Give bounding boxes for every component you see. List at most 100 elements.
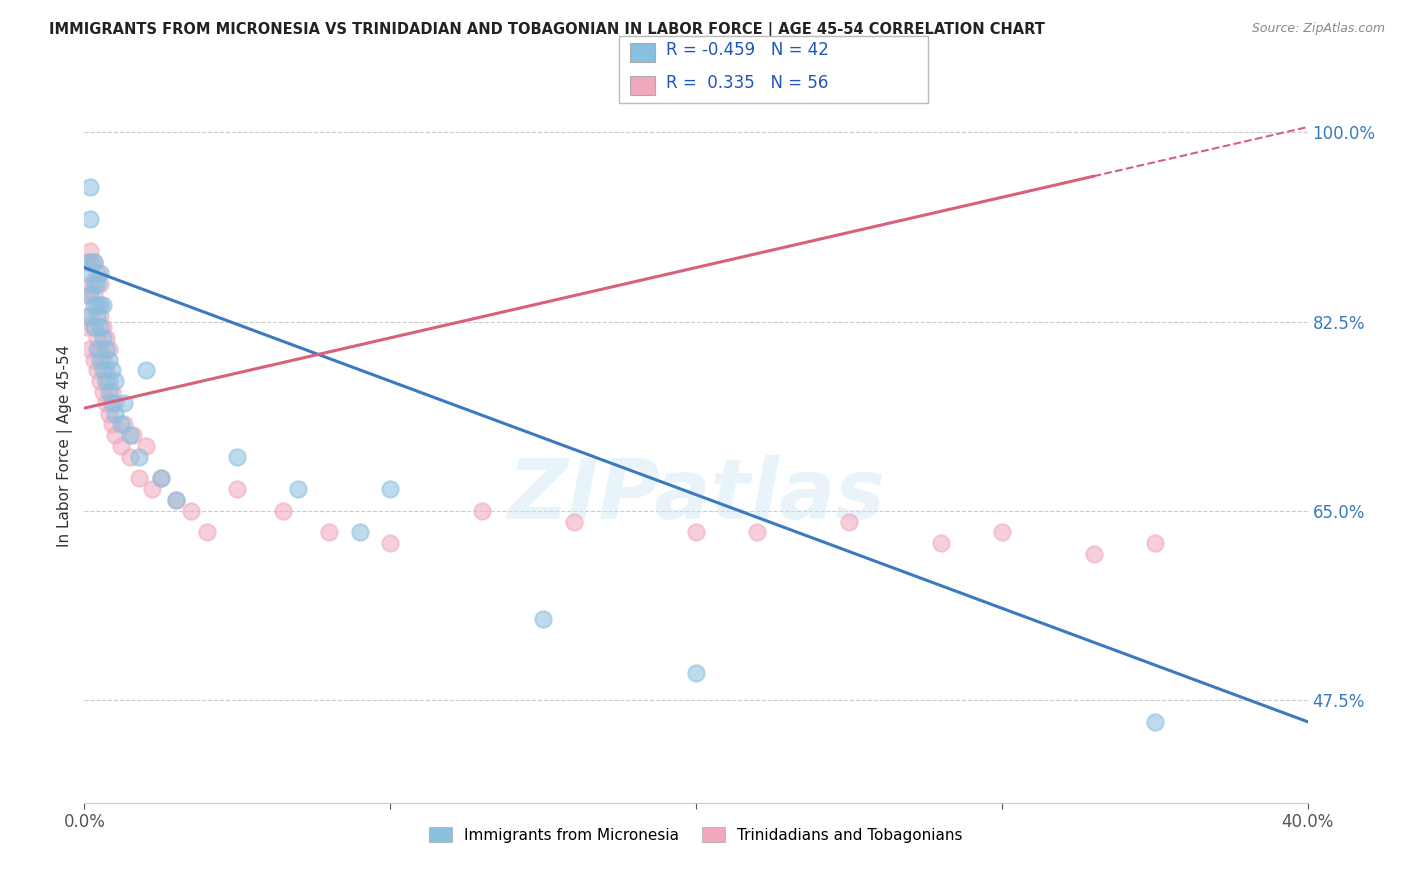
Point	[104, 428, 127, 442]
Point	[76, 287, 98, 301]
Point	[838, 515, 860, 529]
Point	[471, 504, 494, 518]
Text: Source: ZipAtlas.com: Source: ZipAtlas.com	[1251, 22, 1385, 36]
Point	[120, 428, 142, 442]
Point	[195, 525, 218, 540]
Point	[318, 525, 340, 540]
Point	[685, 666, 707, 681]
Point	[287, 482, 309, 496]
Point	[86, 342, 108, 356]
Point	[89, 374, 111, 388]
Point	[89, 310, 111, 324]
Point	[91, 363, 114, 377]
Text: R = -0.459   N = 42: R = -0.459 N = 42	[666, 41, 830, 59]
Point	[562, 515, 585, 529]
Point	[79, 255, 101, 269]
Point	[83, 320, 105, 334]
Point	[91, 331, 114, 345]
Point	[135, 439, 157, 453]
Point	[349, 525, 371, 540]
Point	[122, 428, 145, 442]
Point	[101, 384, 124, 399]
Point	[79, 342, 101, 356]
Point	[165, 493, 187, 508]
Point	[89, 277, 111, 291]
Point	[91, 352, 114, 367]
Point	[89, 266, 111, 280]
Legend: Immigrants from Micronesia, Trinidadians and Tobagonians: Immigrants from Micronesia, Trinidadians…	[423, 821, 969, 848]
Point	[97, 342, 120, 356]
Point	[685, 525, 707, 540]
Point	[101, 363, 124, 377]
Point	[76, 266, 98, 280]
Point	[380, 482, 402, 496]
Point	[135, 363, 157, 377]
Point	[91, 320, 114, 334]
Point	[97, 352, 120, 367]
Point	[86, 266, 108, 280]
Point	[112, 396, 135, 410]
Point	[79, 277, 101, 291]
Point	[83, 255, 105, 269]
Point	[79, 310, 101, 324]
Point	[89, 352, 111, 367]
Point	[94, 331, 117, 345]
Point	[83, 255, 105, 269]
Point	[97, 384, 120, 399]
Point	[76, 255, 98, 269]
Point	[91, 384, 114, 399]
Point	[79, 179, 101, 194]
Point	[226, 450, 249, 464]
Y-axis label: In Labor Force | Age 45-54: In Labor Force | Age 45-54	[58, 345, 73, 547]
Point	[89, 298, 111, 312]
Point	[79, 211, 101, 226]
Point	[226, 482, 249, 496]
Point	[94, 363, 117, 377]
Point	[86, 331, 108, 345]
Point	[128, 471, 150, 485]
Point	[110, 417, 132, 432]
Point	[86, 363, 108, 377]
Point	[1143, 714, 1166, 729]
Point	[531, 612, 554, 626]
Point	[101, 396, 124, 410]
Point	[91, 298, 114, 312]
Point	[86, 310, 108, 324]
Point	[104, 374, 127, 388]
Point	[149, 471, 172, 485]
Point	[94, 396, 117, 410]
Point	[929, 536, 952, 550]
Point	[271, 504, 294, 518]
Text: R =  0.335   N = 56: R = 0.335 N = 56	[666, 74, 828, 92]
Point	[180, 504, 202, 518]
Point	[86, 298, 108, 312]
Point	[104, 407, 127, 421]
Point	[86, 277, 108, 291]
Point	[97, 374, 120, 388]
Point	[747, 525, 769, 540]
Point	[380, 536, 402, 550]
Point	[149, 471, 172, 485]
Point	[141, 482, 163, 496]
Point	[991, 525, 1014, 540]
Text: ZIPatlas: ZIPatlas	[508, 456, 884, 536]
Point	[83, 298, 105, 312]
Point	[94, 374, 117, 388]
Point	[165, 493, 187, 508]
Point	[97, 407, 120, 421]
Point	[110, 439, 132, 453]
Text: IMMIGRANTS FROM MICRONESIA VS TRINIDADIAN AND TOBAGONIAN IN LABOR FORCE | AGE 45: IMMIGRANTS FROM MICRONESIA VS TRINIDADIA…	[49, 22, 1045, 38]
Point	[83, 352, 105, 367]
Point	[83, 287, 105, 301]
Point	[94, 342, 117, 356]
Point	[83, 320, 105, 334]
Point	[89, 320, 111, 334]
Point	[76, 310, 98, 324]
Point	[79, 244, 101, 259]
Point	[76, 320, 98, 334]
Point	[128, 450, 150, 464]
Point	[1083, 547, 1105, 561]
Point	[120, 450, 142, 464]
Point	[79, 287, 101, 301]
Point	[89, 342, 111, 356]
